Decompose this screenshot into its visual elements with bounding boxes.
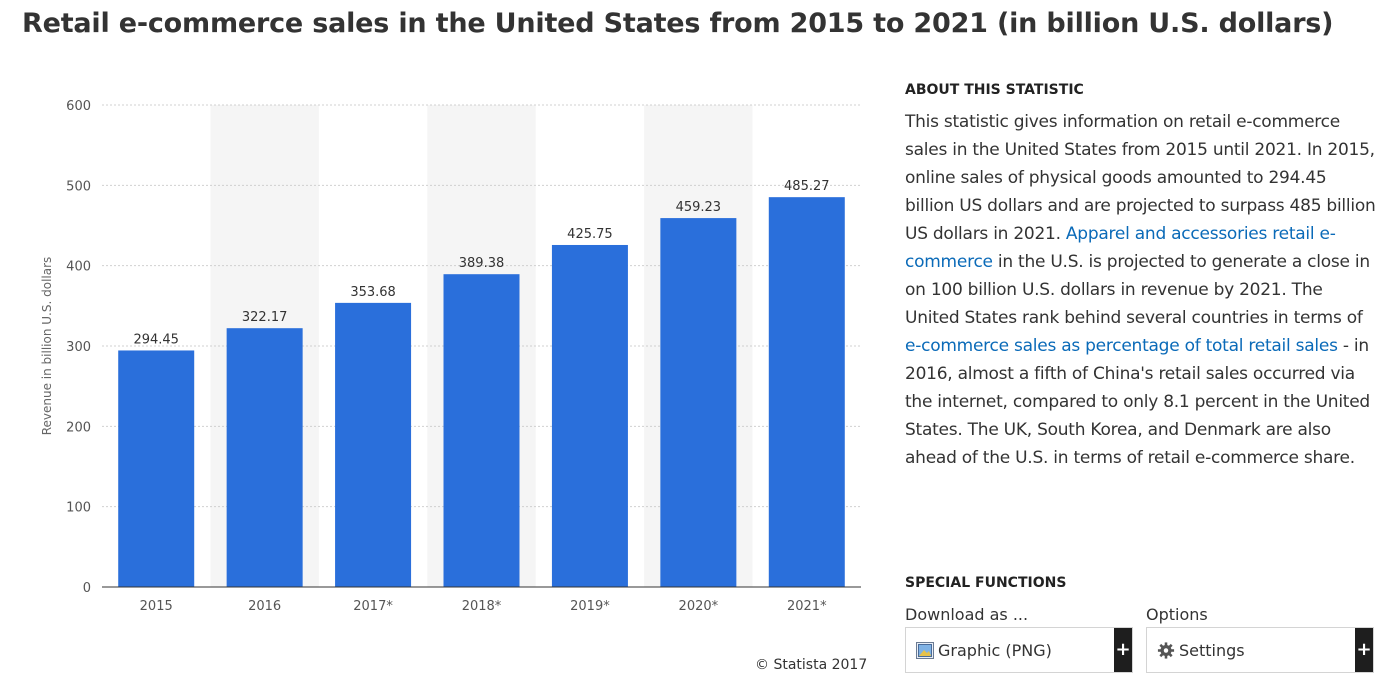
y-tick-label: 100 [66,501,91,516]
value-label: 353.68 [350,285,396,300]
value-label: 322.17 [242,310,288,325]
statista-credit[interactable]: © Statista 2017 [755,657,868,673]
chart-svg: 0 100 200 300 400 500 600 Revenue in billion U.… [40,99,861,614]
y-axis-label: Revenue in billion U.S. dollars [40,257,54,436]
y-tick-label: 200 [66,420,91,435]
download-plus-button[interactable]: + [1114,628,1132,672]
x-tick-label: 2015 [140,599,173,614]
about-text: This statistic gives information on reta… [905,108,1380,472]
value-label: 294.45 [133,332,179,347]
y-tick-label: 0 [83,581,91,596]
options-label: Options [1146,605,1208,624]
ecommerce-share-link[interactable]: e-commerce sales as percentage of total … [905,336,1338,356]
download-dropdown[interactable]: Graphic (PNG) + [905,627,1133,673]
about-heading: ABOUT THIS STATISTIC [905,82,1084,98]
page-title: Retail e-commerce sales in the United St… [22,8,1334,39]
bar [443,274,520,587]
y-tick-label: 300 [66,340,91,355]
bar [551,244,628,587]
x-tick-label: 2017* [353,599,393,614]
value-label: 425.75 [567,227,613,242]
value-label: 459.23 [676,200,722,215]
x-tick-label: 2016 [248,599,281,614]
bar [768,197,845,587]
bar-chart: 0 100 200 300 400 500 600 Revenue in billion U.… [0,80,880,620]
options-plus-button[interactable]: + [1355,628,1373,672]
y-tick-label: 600 [66,99,91,114]
bar [118,350,195,587]
about-section: ABOUT THIS STATISTIC This statistic give… [905,82,1380,472]
options-value: Settings [1179,641,1245,660]
special-heading: SPECIAL FUNCTIONS [905,575,1067,591]
y-tick-label: 500 [66,179,91,194]
about-text-part: - in 2016, almost a fifth of China's ret… [905,336,1370,468]
about-text-part: in the U.S. is projected to generate a c… [905,252,1370,328]
bar [226,328,303,587]
x-tick-label: 2018* [462,599,502,614]
apparel-link[interactable]: Apparel and accessories retail e-commerc… [905,224,1336,272]
download-value: Graphic (PNG) [938,641,1052,660]
options-dropdown[interactable]: Settings + [1146,627,1374,673]
x-tick-label: 2020* [679,599,719,614]
value-label: 485.27 [784,179,830,194]
special-functions: SPECIAL FUNCTIONS Download as ... Option… [905,575,1380,673]
x-tick-label: 2021* [787,599,827,614]
image-icon [916,642,934,659]
about-text-part: This statistic gives information on reta… [905,112,1376,244]
bar [660,218,737,587]
gear-icon [1157,642,1175,659]
y-tick-label: 400 [66,260,91,275]
download-label: Download as ... [905,605,1029,624]
value-label: 389.38 [459,256,505,271]
x-tick-label: 2019* [570,599,610,614]
bar [335,302,412,587]
